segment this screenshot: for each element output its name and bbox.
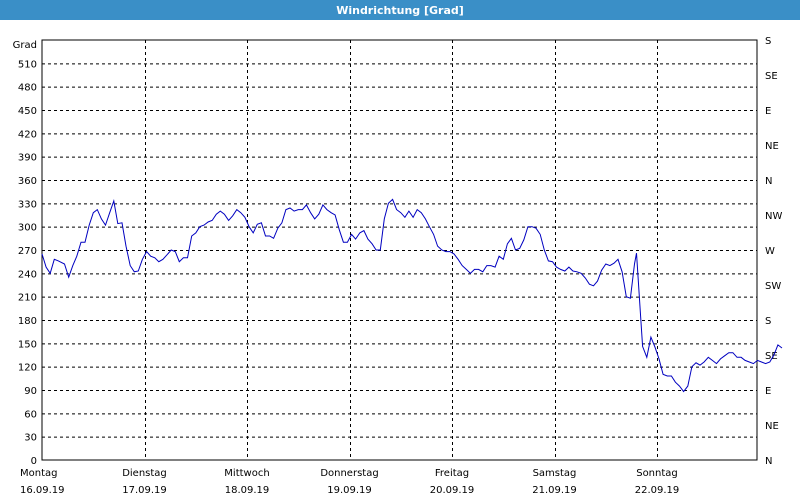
x-day-label: Mittwoch (224, 468, 269, 479)
compass-tick-label: SE (765, 351, 778, 362)
compass-tick-label: E (765, 106, 771, 117)
y-tick-label: 300 (18, 223, 37, 234)
compass-tick-label: SW (765, 281, 781, 292)
x-day-label: Montag (20, 468, 57, 479)
y-tick-label: 360 (18, 176, 37, 187)
compass-tick-label: S (765, 36, 771, 47)
window-title: Windrichtung [Grad] (0, 0, 800, 20)
y-tick-label: 90 (24, 386, 37, 397)
y-axis-label: Grad (13, 40, 37, 51)
y-tick-label: 480 (18, 83, 37, 94)
y-tick-label: 60 (24, 409, 37, 420)
x-date-label: 20.09.19 (430, 485, 475, 496)
x-day-label: Donnerstag (320, 468, 378, 479)
right-axis: N NE E SE S SW W NW N NE E SE S (765, 36, 782, 467)
y-tick-label: 390 (18, 153, 37, 164)
series-line (41, 198, 783, 393)
compass-tick-label: NW (765, 211, 782, 222)
y-tick-label: 210 (18, 293, 37, 304)
grid (42, 40, 757, 460)
x-date-label: 21.09.19 (532, 485, 577, 496)
compass-tick-label: NE (765, 141, 779, 152)
left-axis: 0 30 60 90 120 150 180 210 240 270 300 330 360 390 420… (18, 59, 37, 467)
compass-tick-label: SE (765, 71, 778, 82)
y-tick-label: 0 (31, 456, 37, 467)
y-tick-label: 450 (18, 106, 37, 117)
y-tick-label: 180 (18, 316, 37, 327)
x-date-label: 22.09.19 (635, 485, 680, 496)
y-tick-label: 150 (18, 339, 37, 350)
y-tick-label: 240 (18, 269, 37, 280)
compass-tick-label: N (765, 456, 772, 467)
y-tick-label: 270 (18, 246, 37, 257)
y-tick-label: 420 (18, 129, 37, 140)
plot-frame (41, 39, 758, 461)
y-tick-label: 30 (24, 433, 37, 444)
x-day-label: Freitag (435, 468, 469, 479)
compass-tick-label: S (765, 316, 771, 327)
x-date-label: 16.09.19 (20, 485, 65, 496)
y-tick-label: 510 (18, 59, 37, 70)
compass-tick-label: N (765, 176, 772, 187)
x-day-label: Samstag (533, 468, 577, 479)
y-tick-label: 120 (18, 363, 37, 374)
x-date-label: 18.09.19 (225, 485, 270, 496)
compass-tick-label: NE (765, 421, 779, 432)
compass-tick-label: W (765, 246, 775, 257)
x-date-label: 17.09.19 (122, 485, 167, 496)
y-tick-label: 330 (18, 199, 37, 210)
x-axis: Montag 16.09.19 Dienstag 17.09.19 Mittwoch 18… (20, 468, 679, 496)
x-day-label: Dienstag (122, 468, 167, 479)
x-day-label: Sonntag (636, 468, 678, 479)
x-date-label: 19.09.19 (327, 485, 372, 496)
compass-tick-label: E (765, 386, 771, 397)
